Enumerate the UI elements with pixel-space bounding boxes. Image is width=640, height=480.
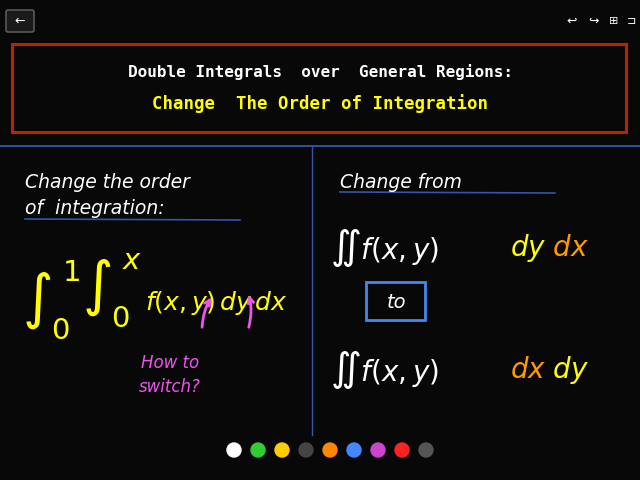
Circle shape bbox=[323, 443, 337, 457]
Text: Change the order: Change the order bbox=[25, 173, 190, 192]
Circle shape bbox=[347, 443, 361, 457]
Text: $\iint f(x,y)\,$: $\iint f(x,y)\,$ bbox=[330, 349, 439, 391]
FancyBboxPatch shape bbox=[6, 10, 34, 32]
Text: $dy$: $dy$ bbox=[510, 232, 547, 264]
Text: ←: ← bbox=[15, 14, 25, 27]
Text: $f(x,y)\,dy\,dx$: $f(x,y)\,dy\,dx$ bbox=[145, 289, 287, 317]
Circle shape bbox=[419, 443, 433, 457]
Text: $dx$: $dx$ bbox=[510, 356, 547, 384]
Circle shape bbox=[227, 443, 241, 457]
Text: How to
switch?: How to switch? bbox=[139, 354, 201, 396]
Text: ↪: ↪ bbox=[589, 14, 599, 27]
Circle shape bbox=[299, 443, 313, 457]
Text: $\int_0^{\,x}$: $\int_0^{\,x}$ bbox=[82, 252, 142, 329]
Circle shape bbox=[371, 443, 385, 457]
Text: $\,dx$: $\,dx$ bbox=[548, 234, 589, 262]
Text: ⊞: ⊞ bbox=[609, 16, 619, 26]
Text: $\iint f(x,y)\,$: $\iint f(x,y)\,$ bbox=[330, 227, 439, 269]
Text: $\int_0^{\,1}$: $\int_0^{\,1}$ bbox=[22, 259, 81, 341]
Circle shape bbox=[251, 443, 265, 457]
Text: Change from: Change from bbox=[340, 172, 462, 192]
Circle shape bbox=[275, 443, 289, 457]
Text: Change  The Order of Integration: Change The Order of Integration bbox=[152, 95, 488, 113]
Text: ⊐: ⊐ bbox=[627, 16, 637, 26]
Text: Double Integrals  over  General Regions:: Double Integrals over General Regions: bbox=[127, 64, 513, 80]
Text: to: to bbox=[387, 292, 406, 312]
Circle shape bbox=[395, 443, 409, 457]
Text: ↩: ↩ bbox=[567, 14, 577, 27]
Text: of  integration:: of integration: bbox=[25, 199, 164, 217]
Text: $\,dy$: $\,dy$ bbox=[548, 354, 589, 386]
